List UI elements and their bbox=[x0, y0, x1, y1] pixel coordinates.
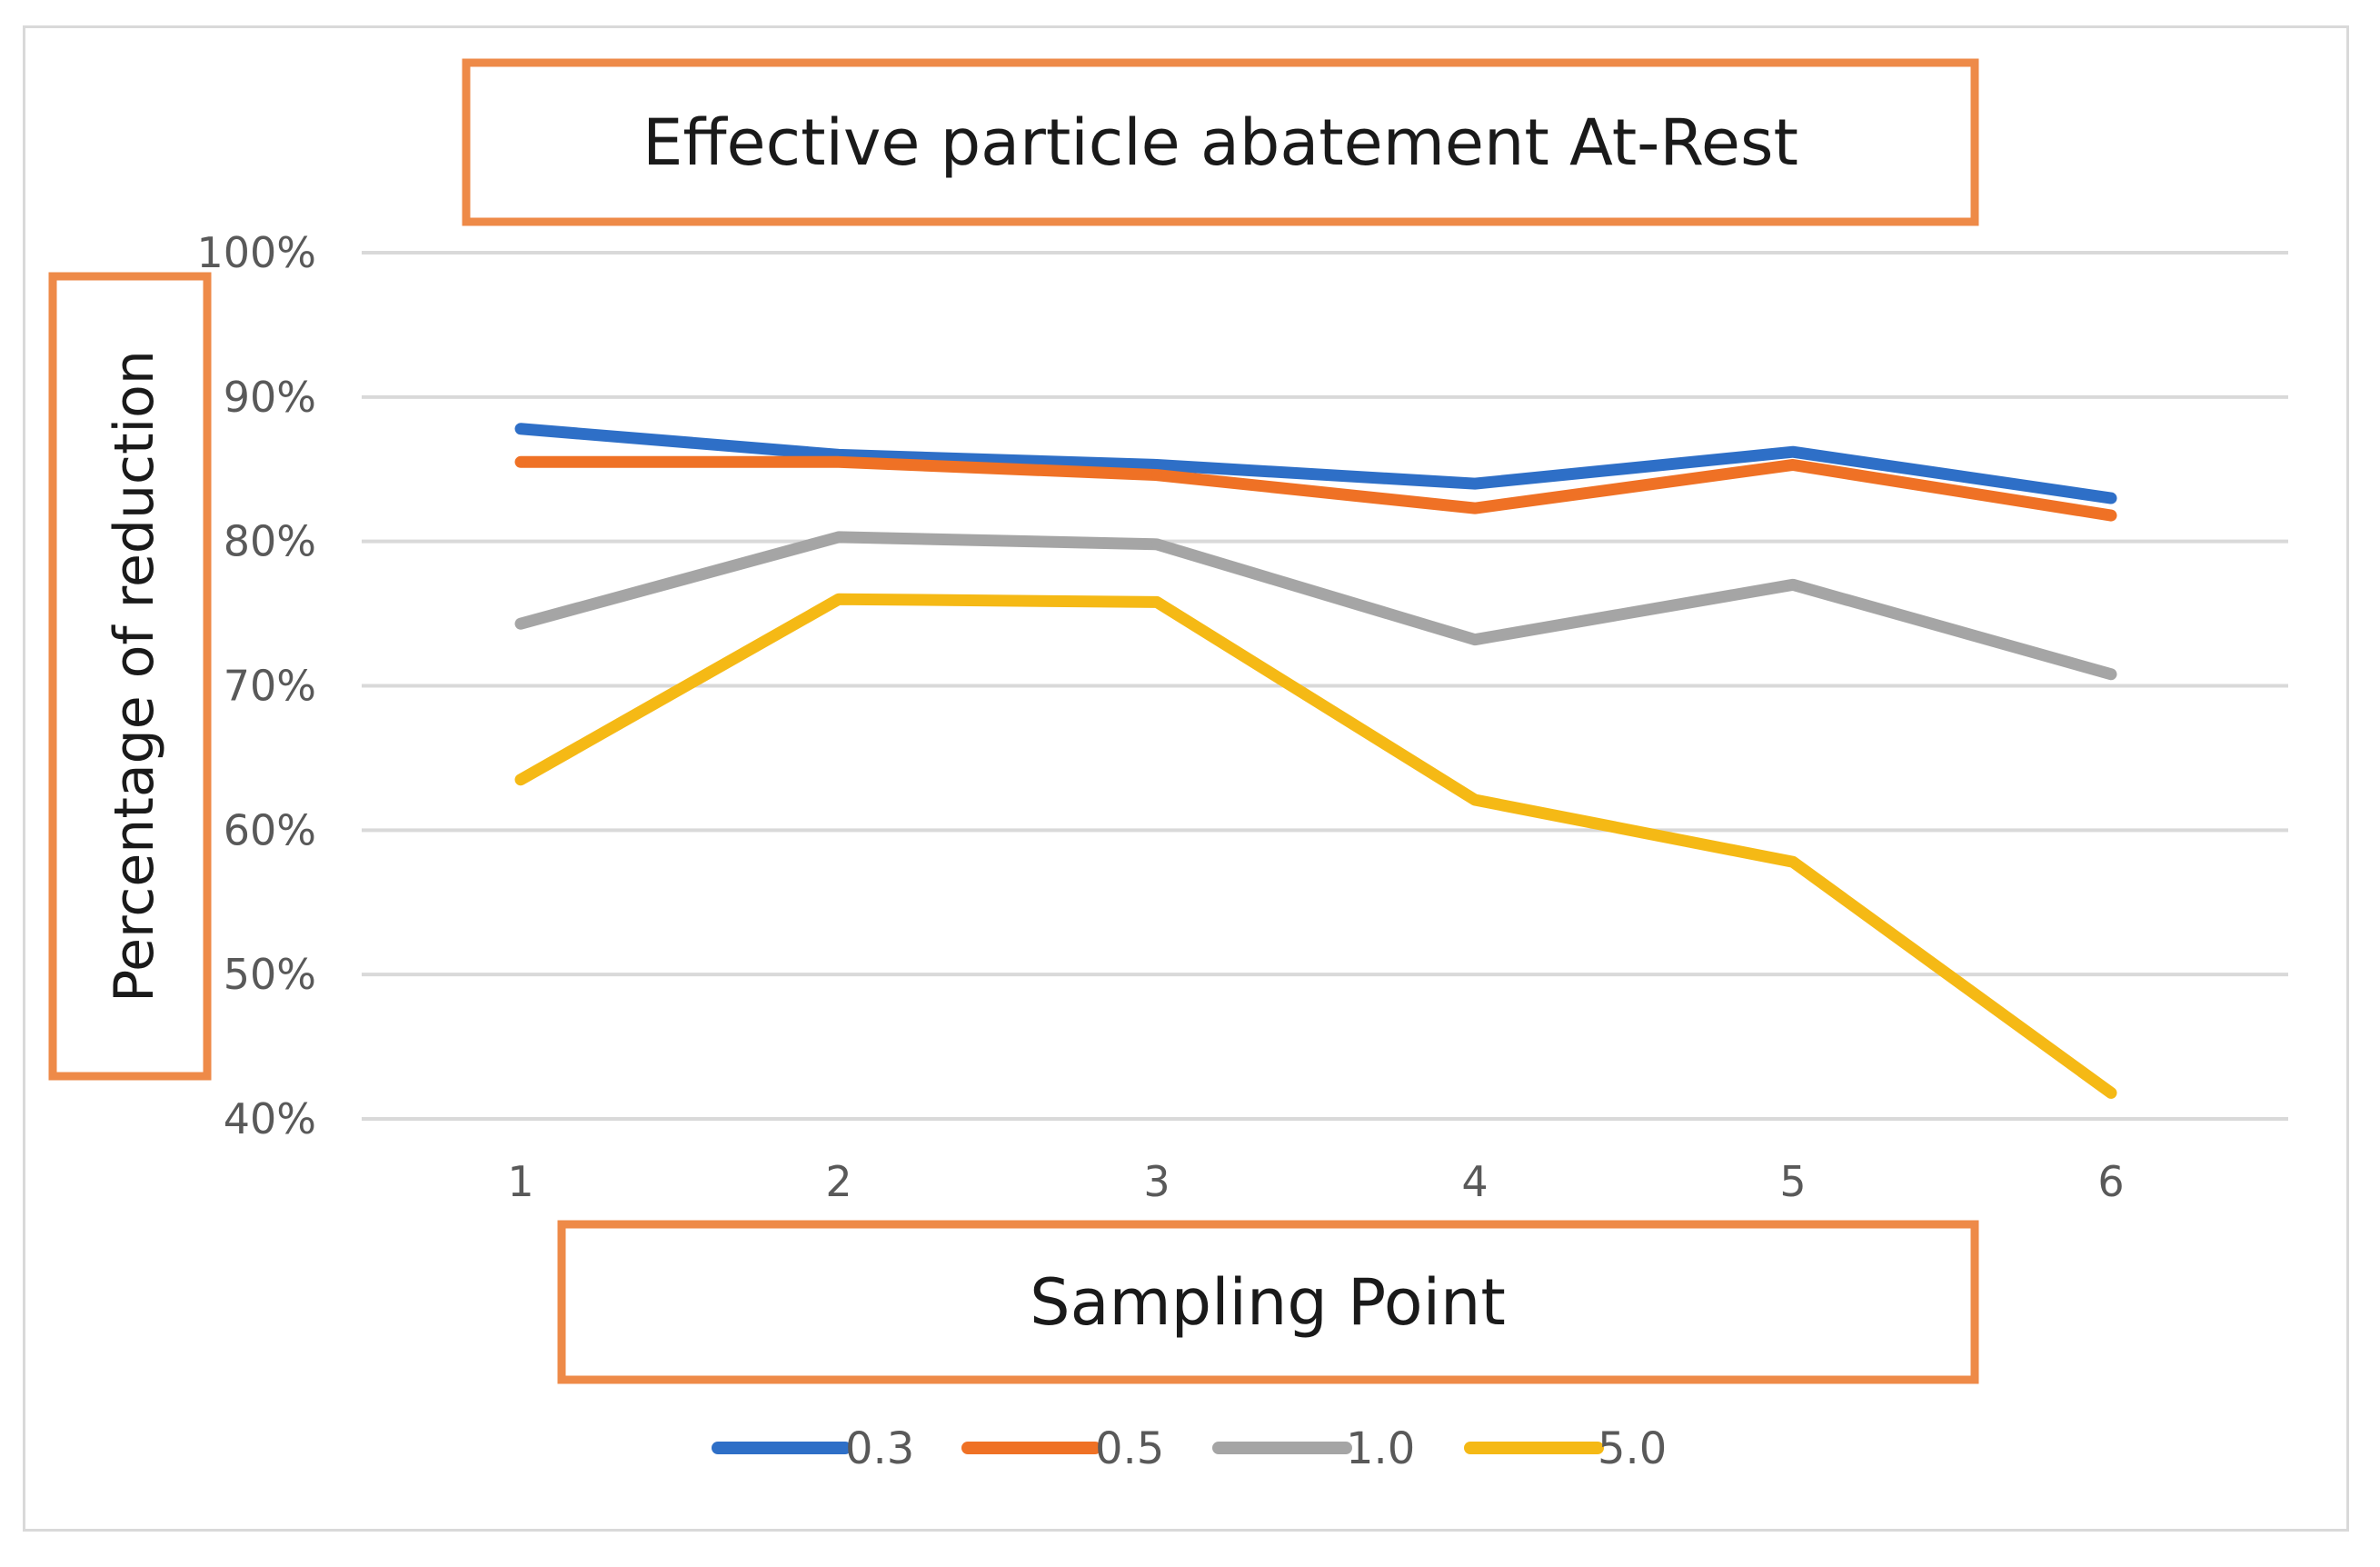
legend-item: 1.0 bbox=[1212, 1423, 1415, 1474]
data-point bbox=[1151, 459, 1162, 471]
data-point bbox=[2106, 1087, 2116, 1099]
chart-title: Effective particle abatement At-Rest bbox=[642, 105, 1798, 180]
y-tick-label: 100% bbox=[196, 228, 316, 277]
data-point bbox=[2106, 668, 2116, 680]
data-point bbox=[515, 774, 526, 785]
y-axis-ticks: 100% 90% 80% 70% 60% 50% 40% bbox=[196, 228, 316, 1143]
data-point bbox=[1151, 596, 1162, 608]
series-0.5 bbox=[514, 455, 2117, 522]
y-tick-label: 50% bbox=[224, 950, 316, 999]
legend-label: 0.3 bbox=[845, 1423, 914, 1474]
legend-item: 0.5 bbox=[961, 1423, 1164, 1474]
x-tick-label: 6 bbox=[2097, 1157, 2124, 1206]
data-point bbox=[1469, 478, 1480, 490]
y-tick-label: 60% bbox=[224, 805, 316, 854]
series-5.0 bbox=[514, 593, 2117, 1099]
legend-item: 5.0 bbox=[1464, 1423, 1667, 1474]
x-tick-label: 3 bbox=[1143, 1157, 1170, 1206]
y-tick-label: 80% bbox=[224, 517, 316, 566]
x-tick-label: 5 bbox=[1779, 1157, 1806, 1206]
y-tick-label: 40% bbox=[224, 1094, 316, 1143]
data-point bbox=[1787, 459, 1798, 471]
series-line bbox=[514, 423, 2117, 504]
series-1.0 bbox=[514, 531, 2117, 681]
data-point bbox=[1469, 793, 1480, 805]
legend-item: 0.3 bbox=[712, 1423, 914, 1474]
x-tick-label: 2 bbox=[825, 1157, 851, 1206]
data-point bbox=[833, 594, 844, 605]
series-line bbox=[514, 455, 2117, 522]
legend: 0.3 0.5 1.0 5.0 bbox=[712, 1423, 1667, 1474]
data-point bbox=[1151, 469, 1162, 481]
data-point bbox=[515, 423, 526, 434]
chart-frame: 100% 90% 80% 70% 60% 50% 40% 1 2 3 4 5 6 Effective … bbox=[23, 25, 2349, 1532]
x-axis-label: Sampling Point bbox=[1030, 1265, 1506, 1340]
data-point bbox=[515, 618, 526, 630]
line-chart: 100% 90% 80% 70% 60% 50% 40% 1 2 3 4 5 6 Effective … bbox=[48, 58, 2288, 1474]
y-axis-label: Percentage of reduction bbox=[103, 350, 166, 1003]
series-line bbox=[514, 531, 2117, 681]
legend-label: 0.5 bbox=[1095, 1423, 1164, 1474]
data-point bbox=[833, 456, 844, 468]
title-box bbox=[462, 58, 1979, 226]
data-point bbox=[1787, 579, 1798, 591]
data-point bbox=[2106, 493, 2116, 504]
data-point bbox=[1151, 538, 1162, 550]
data-point bbox=[1469, 634, 1480, 645]
gridlines bbox=[362, 251, 2288, 1121]
data-point bbox=[1469, 503, 1480, 514]
data-point bbox=[833, 531, 844, 543]
x-tick-label: 4 bbox=[1461, 1157, 1488, 1206]
x-tick-label: 1 bbox=[507, 1157, 533, 1206]
y-tick-label: 90% bbox=[224, 373, 316, 422]
legend-label: 1.0 bbox=[1346, 1423, 1415, 1474]
series-line bbox=[514, 593, 2117, 1099]
data-point bbox=[515, 456, 526, 468]
series-lines bbox=[514, 423, 2117, 1099]
x-axis-label-box bbox=[557, 1220, 1979, 1384]
legend-label: 5.0 bbox=[1598, 1423, 1667, 1474]
data-point bbox=[1787, 446, 1798, 458]
y-axis-label-box bbox=[48, 272, 212, 1081]
x-axis-ticks: 1 2 3 4 5 6 bbox=[507, 1157, 2124, 1206]
data-point bbox=[2106, 510, 2116, 522]
y-tick-label: 70% bbox=[224, 662, 316, 711]
data-point bbox=[1787, 856, 1798, 868]
